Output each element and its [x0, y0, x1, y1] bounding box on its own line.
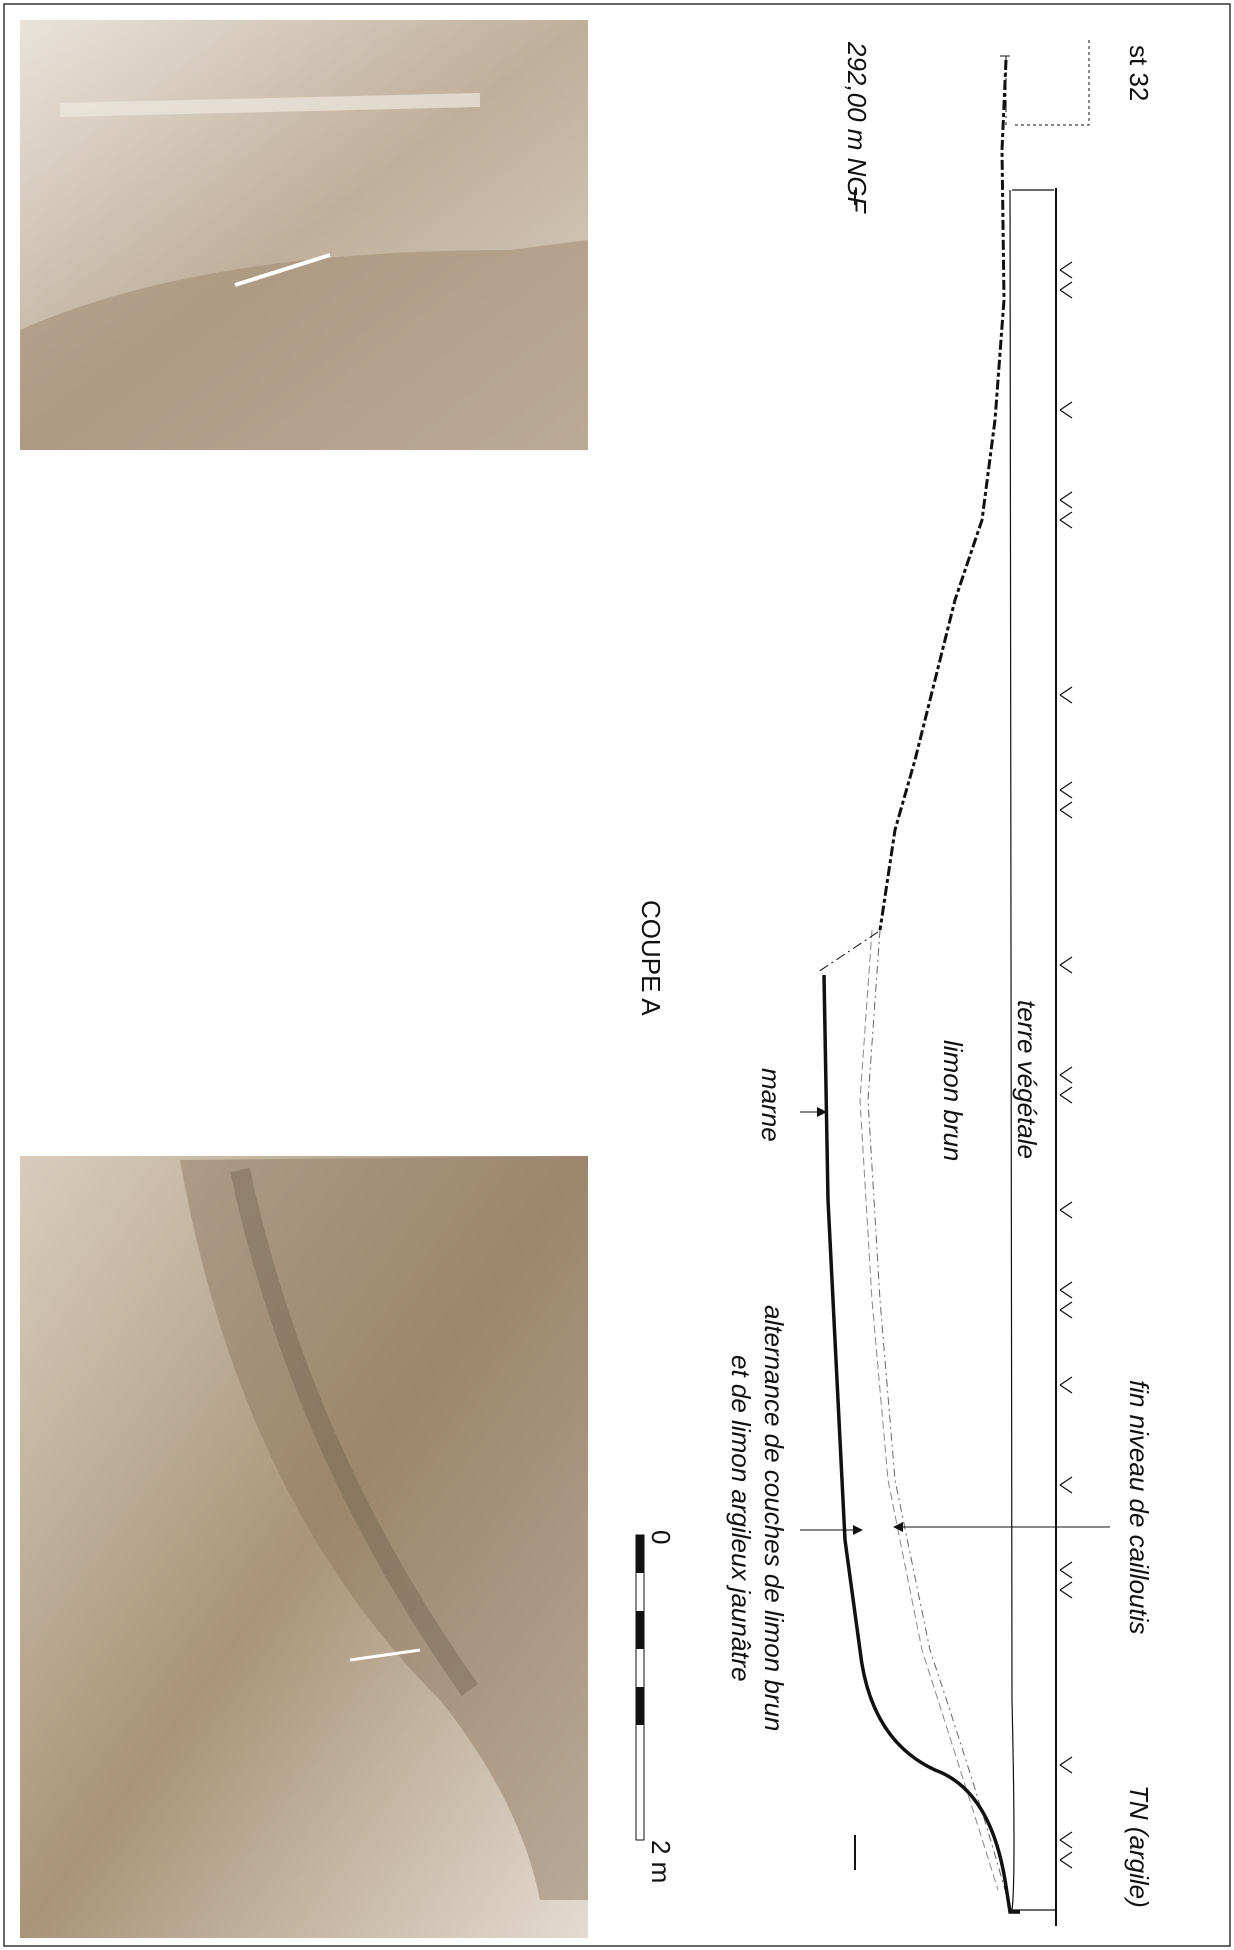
- layer-label: terre végétale: [1012, 1000, 1042, 1159]
- structure-label: st 32: [1124, 45, 1154, 101]
- scale-bar: [635, 1534, 645, 1841]
- annotation: TN (argile): [1124, 1785, 1154, 1908]
- scale-label: 0: [646, 1530, 676, 1544]
- section-drawing: [800, 40, 1110, 1926]
- scale-label: 2 m: [646, 1840, 676, 1883]
- annotation: et de limon argileux jaunâtre: [726, 1355, 756, 1682]
- frame: [3, 3, 1231, 1947]
- reference-level: 292,00 m NGF: [842, 41, 872, 215]
- layer-label: limon brun: [938, 1040, 968, 1161]
- photo-top: [20, 20, 588, 450]
- annotation: fin niveau de cailloutis: [1124, 1380, 1154, 1634]
- photo-bottom: [20, 1156, 588, 1938]
- section-title: COUPE A: [636, 900, 666, 1016]
- layer-label: marne: [756, 1068, 786, 1142]
- annotation: alternance de couches de limon brun: [759, 1305, 789, 1731]
